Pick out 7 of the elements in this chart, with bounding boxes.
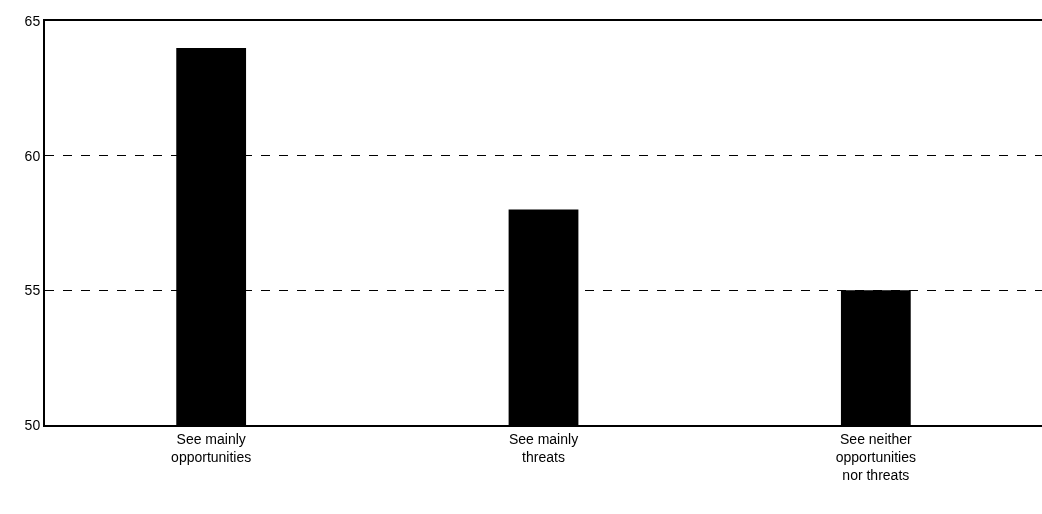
y-tick-label: 50 [24,416,41,433]
x-tick-label: See mainly opportunities [171,430,252,465]
y-tick-label: 60 [24,147,41,164]
y-tick-label: 55 [24,282,41,299]
x-tick-label: See mainly threats [508,430,579,465]
x-tick-label: See neither opportunities nor threats [835,430,916,484]
y-tick-label: 65 [24,12,41,29]
